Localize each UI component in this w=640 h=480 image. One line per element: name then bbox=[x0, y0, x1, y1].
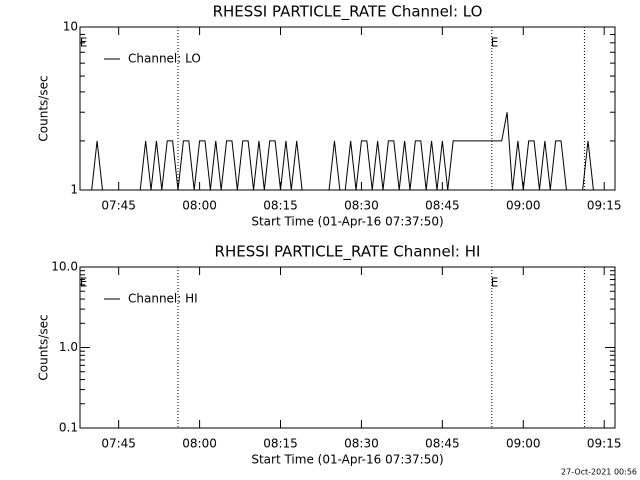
annotation: E bbox=[491, 36, 499, 50]
x-tick-label: 08:00 bbox=[182, 437, 217, 451]
x-tick-label: 09:00 bbox=[506, 199, 541, 213]
x-axis-label: Start Time (01-Apr-16 07:37:50) bbox=[251, 453, 443, 467]
x-tick-label: 09:00 bbox=[506, 437, 541, 451]
y-tick-label: 0.1 bbox=[59, 421, 78, 435]
x-tick-label: 08:00 bbox=[182, 199, 217, 213]
y-axis-label: Counts/sec bbox=[37, 75, 51, 141]
x-tick-label: 07:45 bbox=[101, 437, 136, 451]
plot-frame bbox=[79, 266, 616, 429]
x-tick-label: 09:15 bbox=[587, 199, 622, 213]
x-tick-label: 08:30 bbox=[344, 437, 379, 451]
x-tick-label: 07:45 bbox=[101, 199, 136, 213]
footer: 27-Oct-2021 00:56 bbox=[561, 468, 637, 477]
annotation: E bbox=[491, 276, 499, 290]
x-tick-label: 08:15 bbox=[263, 437, 298, 451]
y-tick-label: 10 bbox=[63, 20, 78, 34]
data-line bbox=[80, 112, 610, 191]
legend-label: Channel: HI bbox=[128, 292, 198, 306]
x-tick-label: 08:45 bbox=[425, 437, 460, 451]
annotation: E bbox=[80, 276, 88, 290]
y-axis-label: Counts/sec bbox=[37, 314, 51, 380]
x-axis-label: Start Time (01-Apr-16 07:37:50) bbox=[251, 215, 443, 229]
legend-label: Channel: LO bbox=[128, 52, 201, 66]
annotation: E bbox=[80, 36, 88, 50]
x-tick-label: 08:15 bbox=[263, 199, 298, 213]
x-tick-label: 09:15 bbox=[587, 437, 622, 451]
chart-title: RHESSI PARTICLE_RATE Channel: HI bbox=[215, 243, 481, 262]
y-tick-label: 1 bbox=[70, 183, 78, 197]
x-tick-label: 08:30 bbox=[344, 199, 379, 213]
plot-frame bbox=[79, 26, 616, 191]
y-tick-label: 1.0 bbox=[59, 340, 78, 354]
x-tick-label: 08:45 bbox=[425, 199, 460, 213]
chart-title: RHESSI PARTICLE_RATE Channel: LO bbox=[213, 3, 483, 22]
y-tick-label: 10.0 bbox=[51, 260, 78, 274]
